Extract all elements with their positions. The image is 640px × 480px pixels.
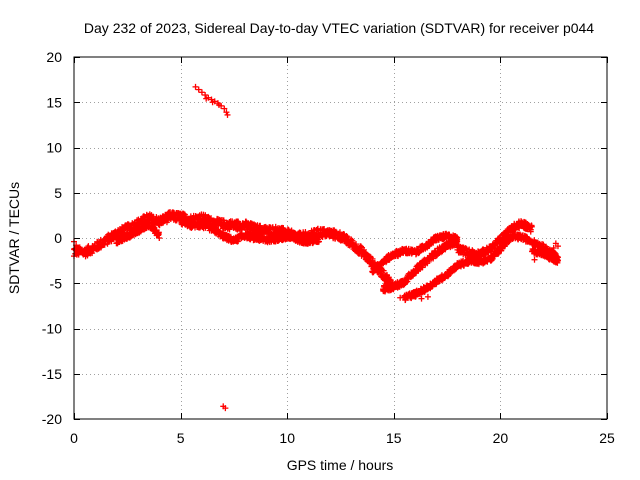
x-tick-label: 5 (177, 430, 185, 446)
y-tick-label: 0 (54, 230, 62, 246)
x-tick-label: 10 (279, 430, 295, 446)
data-points (71, 83, 561, 412)
data-point (418, 295, 425, 302)
x-tick-label: 25 (599, 430, 615, 446)
y-tick-label: 15 (46, 94, 62, 110)
chart-title: Day 232 of 2023, Sidereal Day-to-day VTE… (84, 20, 594, 36)
data-point (146, 219, 153, 226)
y-tick-label: -20 (42, 411, 62, 427)
y-tick-labels: -20 -15 -10 -5 0 5 10 15 20 (42, 49, 62, 427)
x-tick-label: 0 (70, 430, 78, 446)
y-tick-label: 5 (54, 185, 62, 201)
data-point (424, 293, 431, 300)
y-tick-label: -10 (42, 321, 62, 337)
data-point (315, 238, 322, 245)
data-point (235, 238, 242, 245)
y-axis-label: SDTVAR / TECUs (6, 182, 22, 294)
data-point (531, 256, 538, 263)
data-point (380, 267, 387, 274)
x-tick-label: 20 (493, 430, 509, 446)
x-tick-labels: 0 5 10 15 20 25 (70, 430, 615, 446)
x-axis-label: GPS time / hours (287, 457, 394, 473)
y-tick-label: 20 (46, 49, 62, 65)
y-tick-label: 10 (46, 140, 62, 156)
data-point (181, 211, 188, 218)
data-point (226, 226, 233, 233)
x-tick-label: 15 (386, 430, 402, 446)
y-tick-label: -15 (42, 366, 62, 382)
y-tick-label: -5 (50, 275, 63, 291)
data-point (89, 250, 96, 257)
data-point (220, 217, 227, 224)
data-point (348, 236, 355, 243)
data-point (344, 233, 351, 240)
